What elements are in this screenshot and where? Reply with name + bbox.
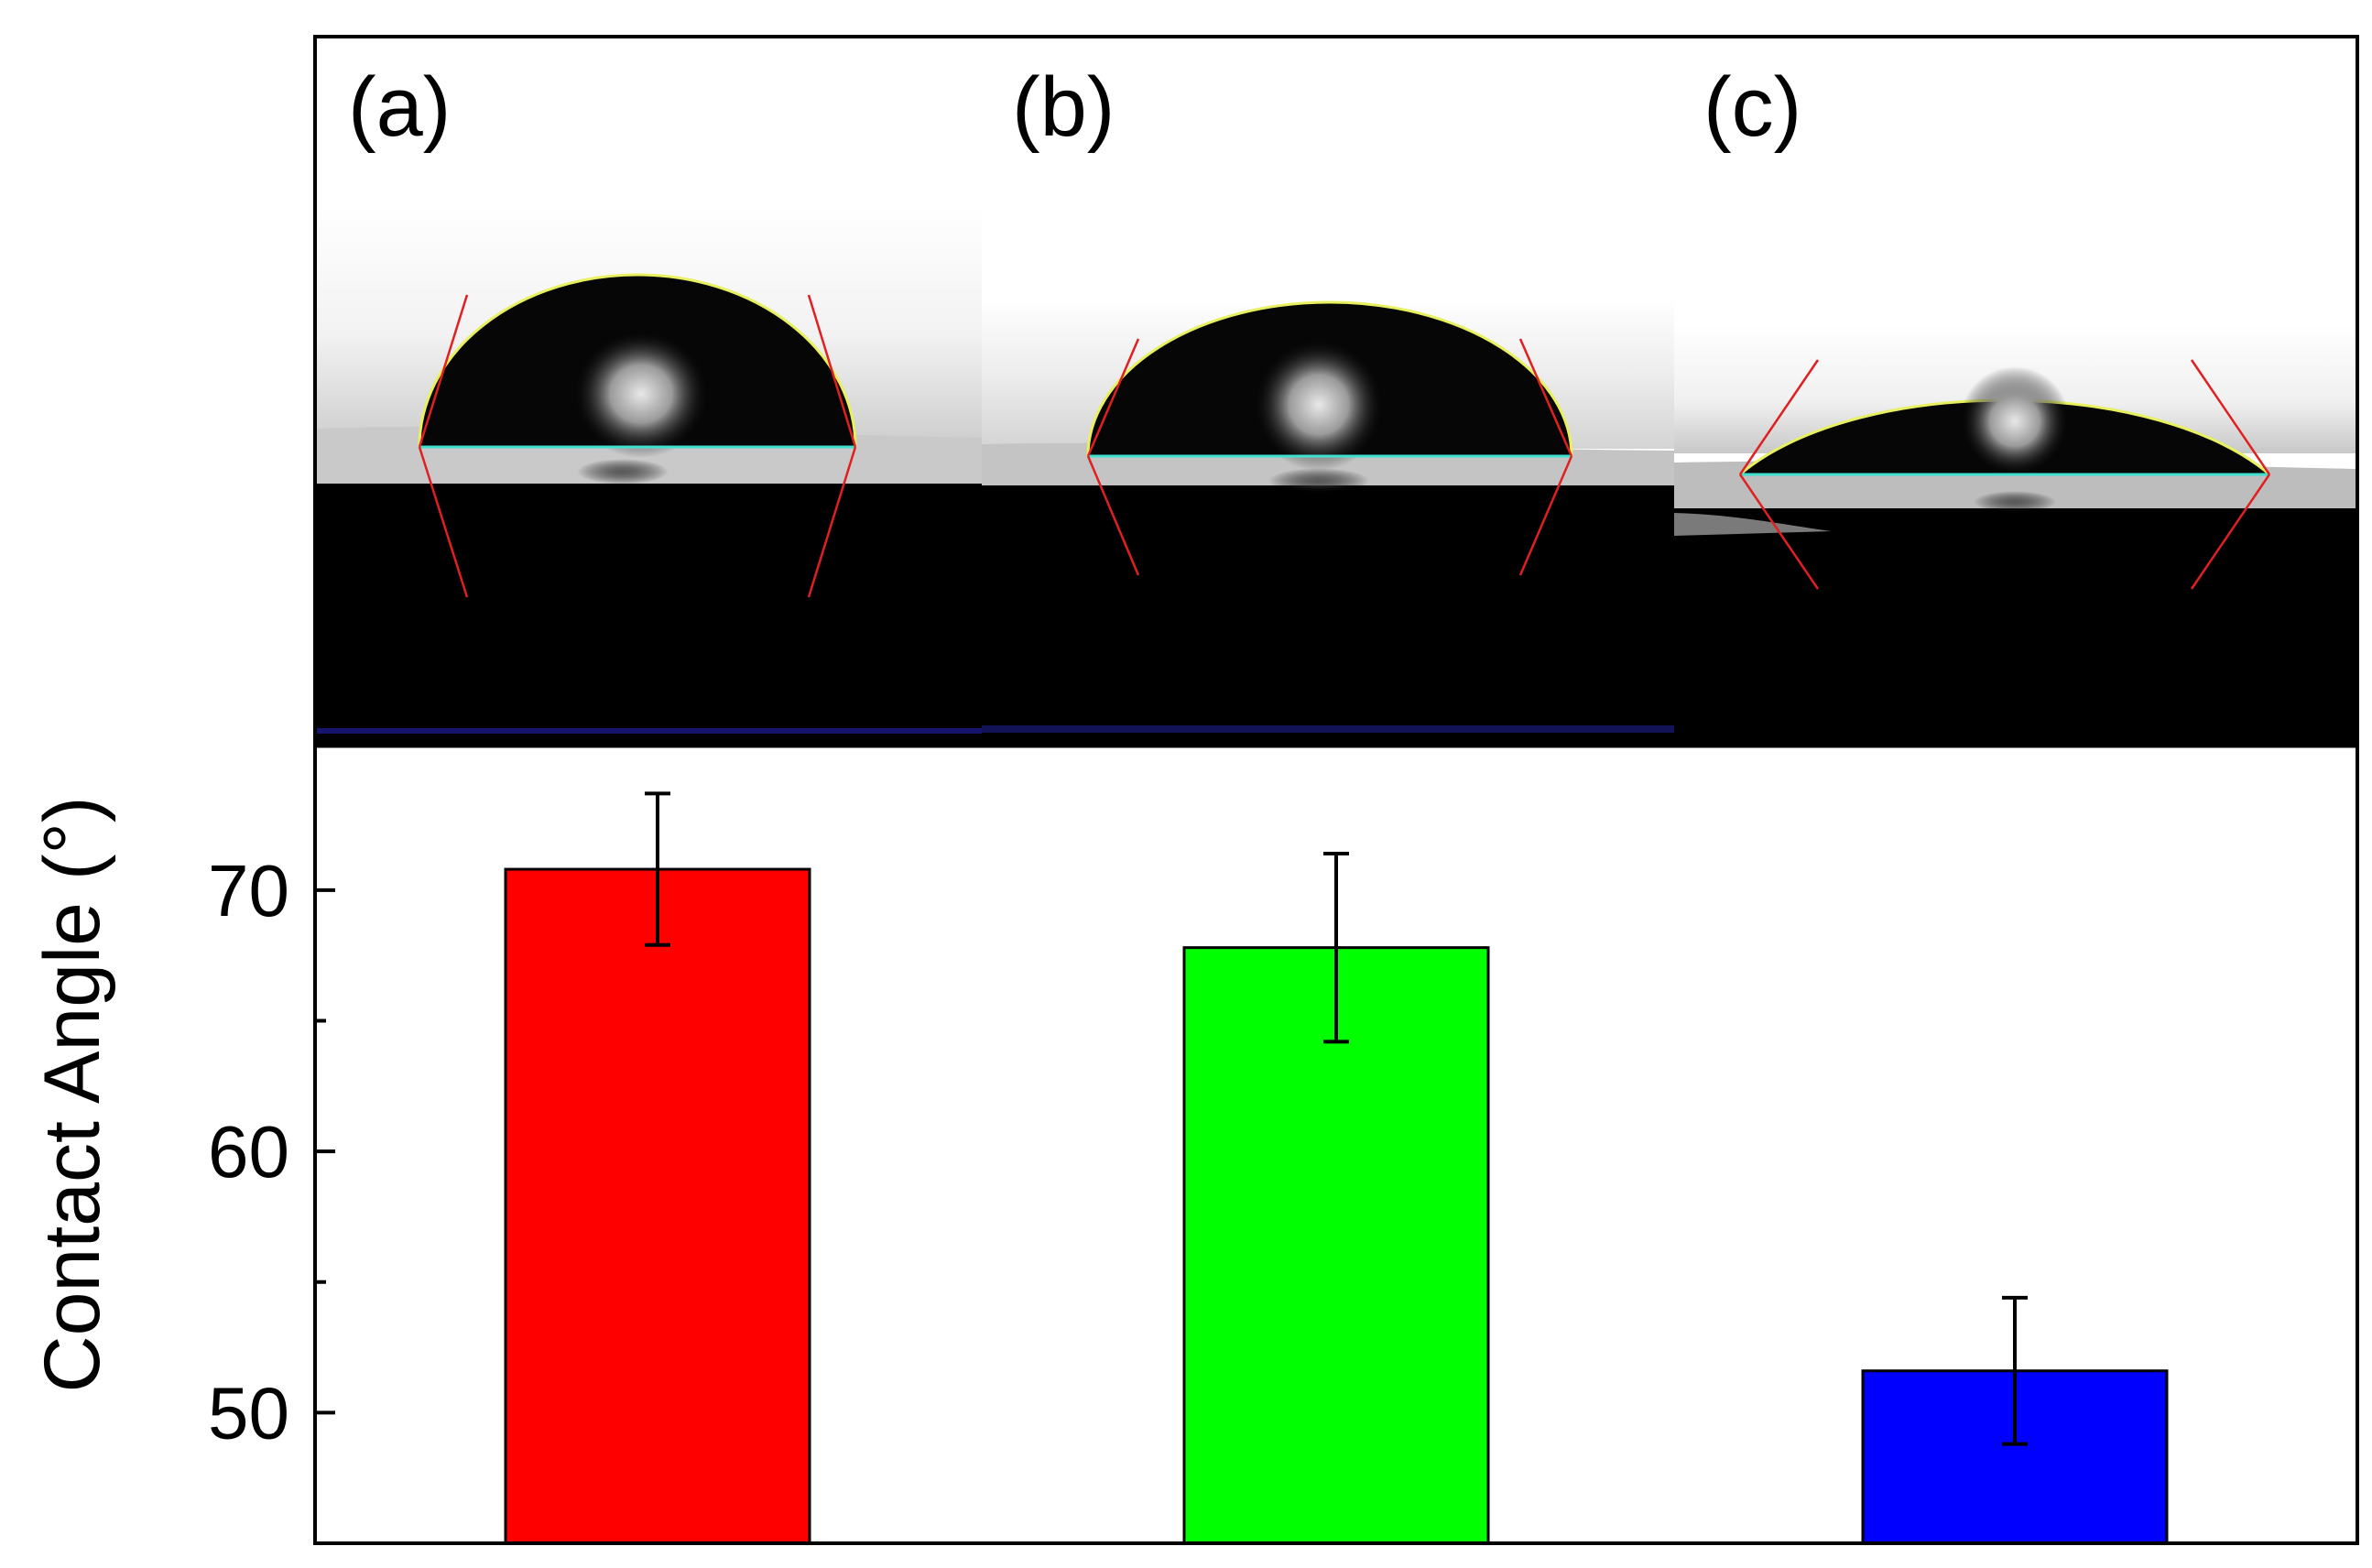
droplet-image-a — [315, 38, 982, 746]
bar-chart: 50 60 70 Contact Angle (°) — [28, 745, 2357, 1545]
y-tick-label-70: 70 — [208, 850, 289, 931]
droplet-image-b — [982, 38, 1674, 746]
error-bar-b — [1323, 851, 1349, 1044]
y-axis-label: Contact Angle (°) — [28, 796, 116, 1392]
droplet-image-c — [1674, 38, 2357, 746]
y-axis: 50 60 70 — [208, 745, 2357, 1454]
panel-label-c: (c) — [1703, 60, 1801, 154]
error-bar-c — [2002, 1295, 2028, 1446]
y-tick-label-50: 50 — [208, 1372, 289, 1454]
error-bars — [645, 791, 2028, 1446]
y-tick-label-60: 60 — [208, 1111, 289, 1192]
bar-a — [504, 867, 811, 1545]
error-bar-a — [645, 791, 670, 947]
droplet-images: (a) (b) (c) — [315, 38, 2357, 746]
panel-label-b: (b) — [1012, 60, 1115, 154]
figure-frame — [313, 35, 2359, 1545]
bar-b — [1182, 946, 1490, 1545]
panel-label-a: (a) — [348, 60, 451, 154]
